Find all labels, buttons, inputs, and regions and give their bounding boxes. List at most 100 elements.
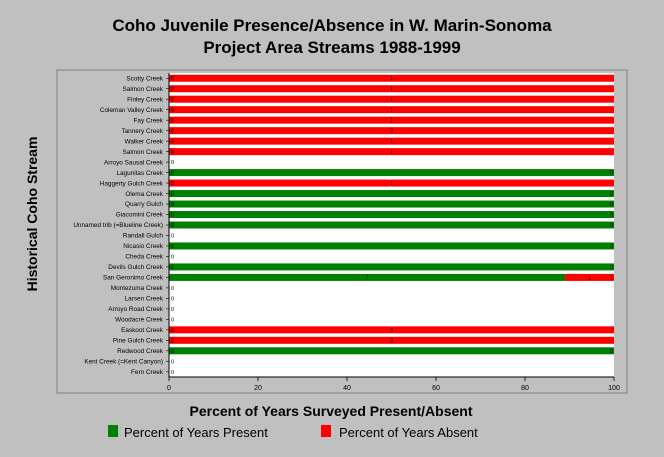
category-label: Arroyo Sausal Creek (104, 159, 164, 166)
category-label: Haggerty Gulch Creek (100, 180, 164, 187)
value-label: 1 (390, 87, 393, 93)
bar-present (169, 200, 614, 208)
value-label: 1 (390, 118, 393, 124)
value-label: 0 (171, 265, 174, 271)
bar-absent (169, 127, 614, 135)
category-label: Salmon Creek (123, 86, 164, 93)
category-label: Easkoot Creek (121, 327, 164, 334)
bar-present (169, 190, 614, 198)
bar-absent (565, 273, 614, 281)
bar-present (169, 242, 614, 250)
category-label: Arroyo Road Creek (108, 306, 164, 313)
value-label: 0 (171, 139, 174, 145)
value-label: 0 (171, 254, 174, 260)
value-label: 0 (610, 265, 613, 271)
value-label: 0 (171, 150, 174, 156)
category-label: Fern Creek (131, 369, 164, 376)
bar-absent (169, 74, 614, 82)
x-axis-title: Percent of Years Surveyed Present/Absent (190, 403, 473, 419)
value-label: 1 (390, 150, 393, 156)
value-label: 0 (171, 202, 174, 208)
category-label: San Geronimo Creek (103, 275, 164, 282)
category-label: Walker Creek (125, 138, 164, 145)
category-label: Larsen Creek (125, 296, 164, 303)
value-label: 0 (171, 233, 174, 239)
value-label: 0 (171, 223, 174, 229)
bar-absent (169, 106, 614, 114)
y-axis-title: Historical Coho Stream (24, 137, 40, 292)
category-label: Fay Creek (134, 117, 164, 124)
x-tick-label: 20 (254, 385, 262, 392)
category-label: Scotty Creek (126, 75, 163, 82)
value-label: 0 (171, 328, 174, 334)
value-label: 0 (171, 213, 174, 219)
value-label: 0 (171, 129, 174, 135)
value-label: 1 (610, 275, 613, 281)
value-label: 0 (610, 223, 613, 229)
category-labels: Scotty Creek Salmon Creek Finley Creek Cole… (73, 75, 169, 376)
value-label: 2 (390, 129, 393, 135)
value-label: 0 (171, 118, 174, 124)
value-label: 0 (171, 244, 174, 250)
bars (169, 74, 614, 355)
category-label: Coleman Valley Creek (100, 107, 164, 114)
category-label: Cheda Creek (125, 254, 163, 261)
value-label: 0 (171, 359, 174, 365)
category-label: Lagunitas Creek (116, 170, 163, 177)
category-label: Woodacre Creek (115, 317, 164, 324)
category-label: Kent Creek (=Kent Canyon) (84, 358, 163, 365)
category-label: Finley Creek (127, 96, 164, 103)
value-label: 1 (588, 275, 591, 281)
value-label: 0 (171, 87, 174, 93)
x-tick-label: 0 (167, 385, 171, 392)
bar-absent (169, 148, 614, 156)
value-label: 0 (171, 317, 174, 323)
value-label: 0 (610, 213, 613, 219)
value-label: 2 (390, 338, 393, 344)
value-label: 7 (365, 275, 368, 281)
value-label: 0 (610, 202, 613, 208)
value-label: 1 (390, 97, 393, 103)
value-label: 0 (171, 349, 174, 355)
value-label: 0 (171, 76, 174, 82)
x-tick-label: 40 (343, 385, 351, 392)
x-tick-label: 100 (608, 385, 620, 392)
value-label: 0 (610, 192, 613, 198)
bar-absent (169, 336, 614, 344)
chart-title-line-2: Project Area Streams 1988-1999 (203, 38, 460, 57)
category-label: Montezuma Creek (111, 285, 164, 292)
bar-absent (169, 85, 614, 93)
bar-present (169, 347, 614, 355)
value-label: 3 (390, 328, 393, 334)
legend-label-absent: Percent of Years Absent (339, 425, 478, 440)
value-label: 0 (610, 349, 613, 355)
value-label: 0 (171, 296, 174, 302)
legend-swatch-absent (321, 425, 331, 437)
category-label: Olema Creek (125, 191, 163, 198)
category-label: Pine Gulch Creek (113, 338, 164, 345)
legend: Percent of Years Present Percent of Year… (108, 425, 478, 440)
bar-absent (169, 137, 614, 145)
value-label: 1 (390, 139, 393, 145)
x-tick-label: 60 (432, 385, 440, 392)
x-axis-ticks: 0 20 40 60 80 100 (167, 377, 620, 392)
value-label: 1 (390, 108, 393, 114)
bar-present (169, 211, 614, 219)
category-label: Randall Gulch (123, 233, 164, 240)
bar-absent (169, 179, 614, 187)
value-label: 0 (171, 181, 174, 187)
bar-absent (169, 326, 614, 334)
x-tick-label: 80 (521, 385, 529, 392)
value-label: 1 (390, 181, 393, 187)
category-label: Redwood Creek (117, 348, 164, 355)
value-label: 0 (171, 97, 174, 103)
category-label: Quarry Gulch (125, 201, 163, 208)
bar-absent (169, 116, 614, 124)
bar-present (169, 221, 614, 229)
category-label: Tannery Creek (121, 128, 163, 135)
bar-present (169, 263, 614, 271)
value-label: 0 (171, 307, 174, 313)
category-label: Devils Gulch Creek (108, 264, 163, 271)
